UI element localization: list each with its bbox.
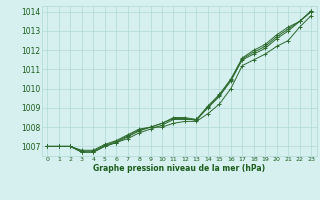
X-axis label: Graphe pression niveau de la mer (hPa): Graphe pression niveau de la mer (hPa) <box>93 164 265 173</box>
